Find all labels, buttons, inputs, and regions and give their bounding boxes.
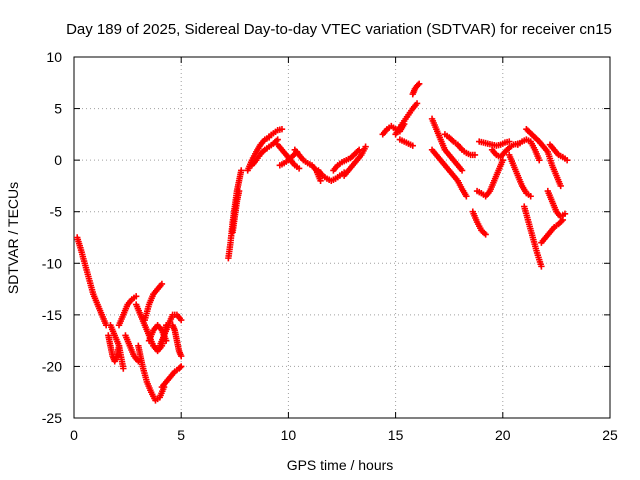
series-arc23 xyxy=(340,143,369,179)
data-point xyxy=(235,187,243,195)
data-point xyxy=(178,363,185,370)
data-point xyxy=(413,100,421,107)
y-tick-label: -20 xyxy=(42,358,62,374)
plot-frame xyxy=(73,56,611,419)
y-tick-label: 5 xyxy=(54,101,62,117)
series-arc3 xyxy=(107,321,127,372)
y-tick-label: -10 xyxy=(42,255,62,271)
chart-title: Day 189 of 2025, Sidereal Day-to-day VTE… xyxy=(66,21,612,38)
x-tick-label: 5 xyxy=(177,427,185,443)
series-arc16 xyxy=(248,136,281,169)
data-point xyxy=(362,143,369,150)
series-arc29 xyxy=(428,146,470,200)
data-point xyxy=(178,316,185,324)
data-point xyxy=(527,193,534,200)
data-point xyxy=(561,210,569,217)
series-arc4 xyxy=(115,293,140,329)
series-arc14 xyxy=(229,187,243,236)
y-tick-label: 0 xyxy=(54,152,62,168)
x-tick-label: 10 xyxy=(281,427,297,443)
series-arc12 xyxy=(169,321,185,360)
series-arc25 xyxy=(392,100,421,138)
data-point xyxy=(463,193,470,200)
x-tick-label: 15 xyxy=(388,427,404,443)
series-arc15 xyxy=(244,134,273,174)
x-tick-label: 0 xyxy=(70,427,78,443)
y-tick-label: -5 xyxy=(50,204,63,220)
series-arc11 xyxy=(158,363,185,391)
series-arc1 xyxy=(74,234,110,329)
axis-ticks: 0 5 10 15 20 25 -25 -20 -15 -10 -5 0 5 10 xyxy=(42,49,618,443)
series-arc36 xyxy=(514,136,543,164)
y-axis-label: SDTVAR / TECUs xyxy=(5,182,21,294)
data-point xyxy=(409,142,416,149)
x-axis-label: GPS time / hours xyxy=(287,457,394,473)
series-arc37 xyxy=(521,203,545,270)
data-point xyxy=(278,126,286,133)
data-point xyxy=(458,167,466,174)
data-point xyxy=(414,81,422,89)
data-point xyxy=(120,365,127,372)
data-points xyxy=(74,80,571,404)
series-arc5 xyxy=(122,332,142,365)
y-tick-label: 10 xyxy=(46,49,62,65)
series-arc31 xyxy=(469,208,489,238)
series-arc38 xyxy=(523,126,564,190)
series-arc27 xyxy=(409,80,423,98)
data-point xyxy=(295,165,303,172)
data-point xyxy=(538,263,545,270)
x-tick-label: 25 xyxy=(602,427,618,443)
series-arc28 xyxy=(428,115,466,174)
series-arc30 xyxy=(441,131,479,159)
series-arc35 xyxy=(506,151,534,200)
series-arc40 xyxy=(546,141,571,164)
data-point xyxy=(132,293,140,300)
series-arc8 xyxy=(141,280,166,324)
series-arc2 xyxy=(105,332,123,365)
data-point xyxy=(158,280,166,288)
data-point xyxy=(355,146,363,154)
series-arc32 xyxy=(473,156,506,200)
series-arc17 xyxy=(265,126,286,140)
data-point xyxy=(178,352,185,360)
series-arc7 xyxy=(135,342,168,404)
series-arc10 xyxy=(156,311,185,349)
data-point xyxy=(317,177,324,184)
series-arc39 xyxy=(538,216,567,246)
series-arc41 xyxy=(544,187,569,221)
data-point xyxy=(557,182,564,190)
data-point xyxy=(238,167,245,174)
data-point xyxy=(536,156,543,164)
data-point xyxy=(482,231,489,238)
grid xyxy=(74,57,610,418)
series-arc13 xyxy=(225,167,245,262)
data-point xyxy=(162,337,170,344)
data-point xyxy=(471,151,479,159)
series-arc22 xyxy=(330,146,363,174)
data-point xyxy=(563,156,571,164)
data-point xyxy=(176,364,184,371)
y-tick-label: -25 xyxy=(42,410,62,426)
data-point xyxy=(506,138,513,145)
data-point xyxy=(415,80,423,88)
series-arc26 xyxy=(396,136,416,149)
y-tick-label: -15 xyxy=(42,307,62,323)
x-tick-label: 20 xyxy=(495,427,511,443)
